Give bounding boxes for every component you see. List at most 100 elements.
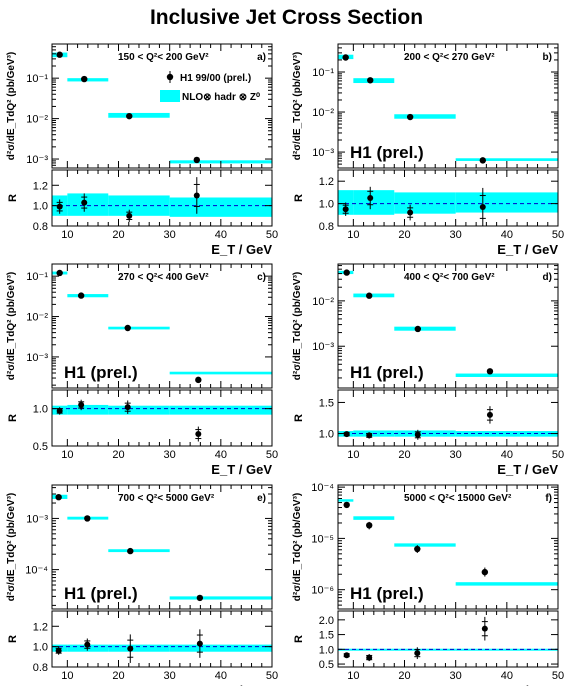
- ratio-band-bar: [169, 197, 272, 217]
- top-plot-frame: [337, 484, 559, 610]
- ratio-y-tick-label: 0.8: [319, 221, 334, 233]
- y-tick-label: 10⁻⁵: [311, 533, 334, 545]
- cross-section-point: [366, 292, 373, 299]
- cross-section-point: [486, 368, 494, 375]
- x-tick-label: 20: [112, 670, 124, 682]
- legend-theory-swatch: [160, 90, 180, 102]
- ratio-point: [479, 203, 486, 210]
- y-tick-label: 10⁻¹: [312, 67, 334, 79]
- x-tick-label: 40: [215, 449, 227, 461]
- ratio-y-tick-label: 1.2: [33, 621, 48, 633]
- cross-section-point: [126, 112, 133, 120]
- x-tick-label: 30: [450, 229, 462, 241]
- y-axis-title: d²σ/dE_TdQ² (pb/GeV³): [292, 272, 303, 381]
- y-axis-title: d²σ/dE_TdQ² (pb/GeV³): [6, 52, 17, 161]
- panel-letter: b): [543, 52, 552, 63]
- panel-e-group: 10⁻⁴ 10⁻³ 700 < Q²< 5000 GeV² e) H1 (prel.) d…: [6, 484, 278, 686]
- cross-section-point: [193, 156, 200, 164]
- cross-section-point: [414, 325, 422, 333]
- x-tick-label: 20: [398, 670, 410, 682]
- cross-section-point: [56, 51, 63, 58]
- ratio-y-tick-label: 1.0: [319, 429, 334, 441]
- x-tick-label: 20: [112, 229, 124, 241]
- y-tick-label: 10⁻¹: [26, 73, 48, 85]
- x-tick-label: 40: [215, 229, 227, 241]
- page-title: Inclusive Jet Cross Section: [149, 6, 424, 29]
- ratio-point: [414, 431, 421, 438]
- ratio-point: [56, 407, 63, 414]
- panel-letter: a): [257, 52, 266, 63]
- ratio-band-bar: [108, 644, 170, 652]
- ratio-y-axis-title: R: [7, 635, 19, 643]
- top-plot-frame: [337, 263, 559, 389]
- nlo-band-bar: [455, 373, 558, 377]
- y-axis-title: d²σ/dE_TdQ² (pb/GeV³): [6, 272, 17, 381]
- y-tick-label: 10⁻³: [26, 352, 48, 364]
- x-tick-label: 20: [398, 449, 410, 461]
- ratio-y-axis-title: R: [293, 635, 305, 643]
- ratio-plot-frame: [51, 389, 273, 447]
- panel-d-group: 10⁻³ 10⁻² 400 < Q²< 700 GeV² d) H1 (prel.) d²…: [292, 263, 564, 477]
- q2-range-label: 400 < Q²< 700 GeV²: [404, 272, 495, 283]
- nlo-band-bar: [394, 326, 456, 331]
- q2-range-label: 270 < Q²< 400 GeV²: [118, 272, 209, 283]
- ratio-y-axis-title: R: [293, 194, 305, 202]
- cross-section-point: [406, 113, 414, 121]
- y-tick-label: 10⁻³: [312, 341, 334, 353]
- ratio-y-tick-label: 1.0: [33, 404, 48, 416]
- cross-section-point: [342, 54, 349, 61]
- cross-section-point: [196, 594, 204, 602]
- nlo-band-bar: [353, 78, 395, 84]
- cross-section-point: [124, 324, 131, 332]
- ratio-y-tick-label: 1.0: [33, 201, 48, 213]
- ratio-band-bar: [67, 193, 109, 216]
- y-tick-label: 10⁻⁴: [25, 565, 48, 577]
- x-tick-label: 50: [266, 670, 278, 682]
- y-tick-label: 10⁻²: [312, 107, 334, 119]
- ratio-y-axis-title: R: [293, 414, 305, 422]
- ratio-band-bar: [455, 192, 558, 213]
- q2-range-label: 700 < Q²< 5000 GeV²: [118, 493, 215, 504]
- ratio-point: [127, 645, 134, 652]
- ratio-point: [193, 192, 200, 199]
- y-tick-label: 10⁻¹: [26, 271, 48, 283]
- ratio-point: [78, 401, 85, 408]
- nlo-band-bar: [169, 371, 272, 375]
- x-axis-title: E_T / GeV: [211, 683, 272, 686]
- x-tick-label: 30: [450, 670, 462, 682]
- h1-prel-label: H1 (prel.): [64, 584, 138, 603]
- ratio-band-bar: [108, 405, 170, 415]
- ratio-y-tick-label: 1.2: [33, 180, 48, 192]
- x-tick-label: 10: [347, 229, 359, 241]
- q2-range-label: 5000 < Q²< 15000 GeV²: [404, 493, 512, 504]
- cross-section-point: [343, 501, 350, 509]
- cross-section-point: [343, 269, 350, 276]
- q2-range-label: 150 < Q²< 200 GeV²: [118, 52, 209, 63]
- x-tick-label: 10: [347, 670, 359, 682]
- panel-letter: d): [543, 272, 552, 283]
- ratio-point: [486, 411, 493, 418]
- nlo-band-bar: [169, 596, 272, 600]
- panel-letter: e): [257, 493, 266, 504]
- x-tick-label: 10: [61, 670, 73, 682]
- x-tick-label: 50: [552, 229, 564, 241]
- ratio-plot-frame: [337, 389, 559, 447]
- nlo-band-bar: [455, 582, 558, 586]
- y-axis-title: d²σ/dE_TdQ² (pb/GeV³): [292, 493, 303, 602]
- ratio-point: [196, 640, 203, 647]
- x-tick-label: 30: [164, 670, 176, 682]
- y-tick-label: 10⁻³: [26, 154, 48, 166]
- x-tick-label: 50: [266, 449, 278, 461]
- h1-prel-label: H1 (prel.): [350, 584, 424, 603]
- h1-prel-label: H1 (prel.): [64, 363, 138, 382]
- h1-prel-label: H1 (prel.): [350, 143, 424, 162]
- y-tick-label: 10⁻²: [312, 296, 334, 308]
- ratio-band-bar: [394, 192, 456, 214]
- x-tick-label: 20: [112, 449, 124, 461]
- cross-section-point: [367, 77, 374, 84]
- cross-section-point: [84, 515, 91, 522]
- legend-data-label: H1 99/00 (prel.): [180, 73, 251, 84]
- x-axis-title: E_T / GeV: [211, 462, 272, 477]
- cross-section-point: [55, 493, 62, 501]
